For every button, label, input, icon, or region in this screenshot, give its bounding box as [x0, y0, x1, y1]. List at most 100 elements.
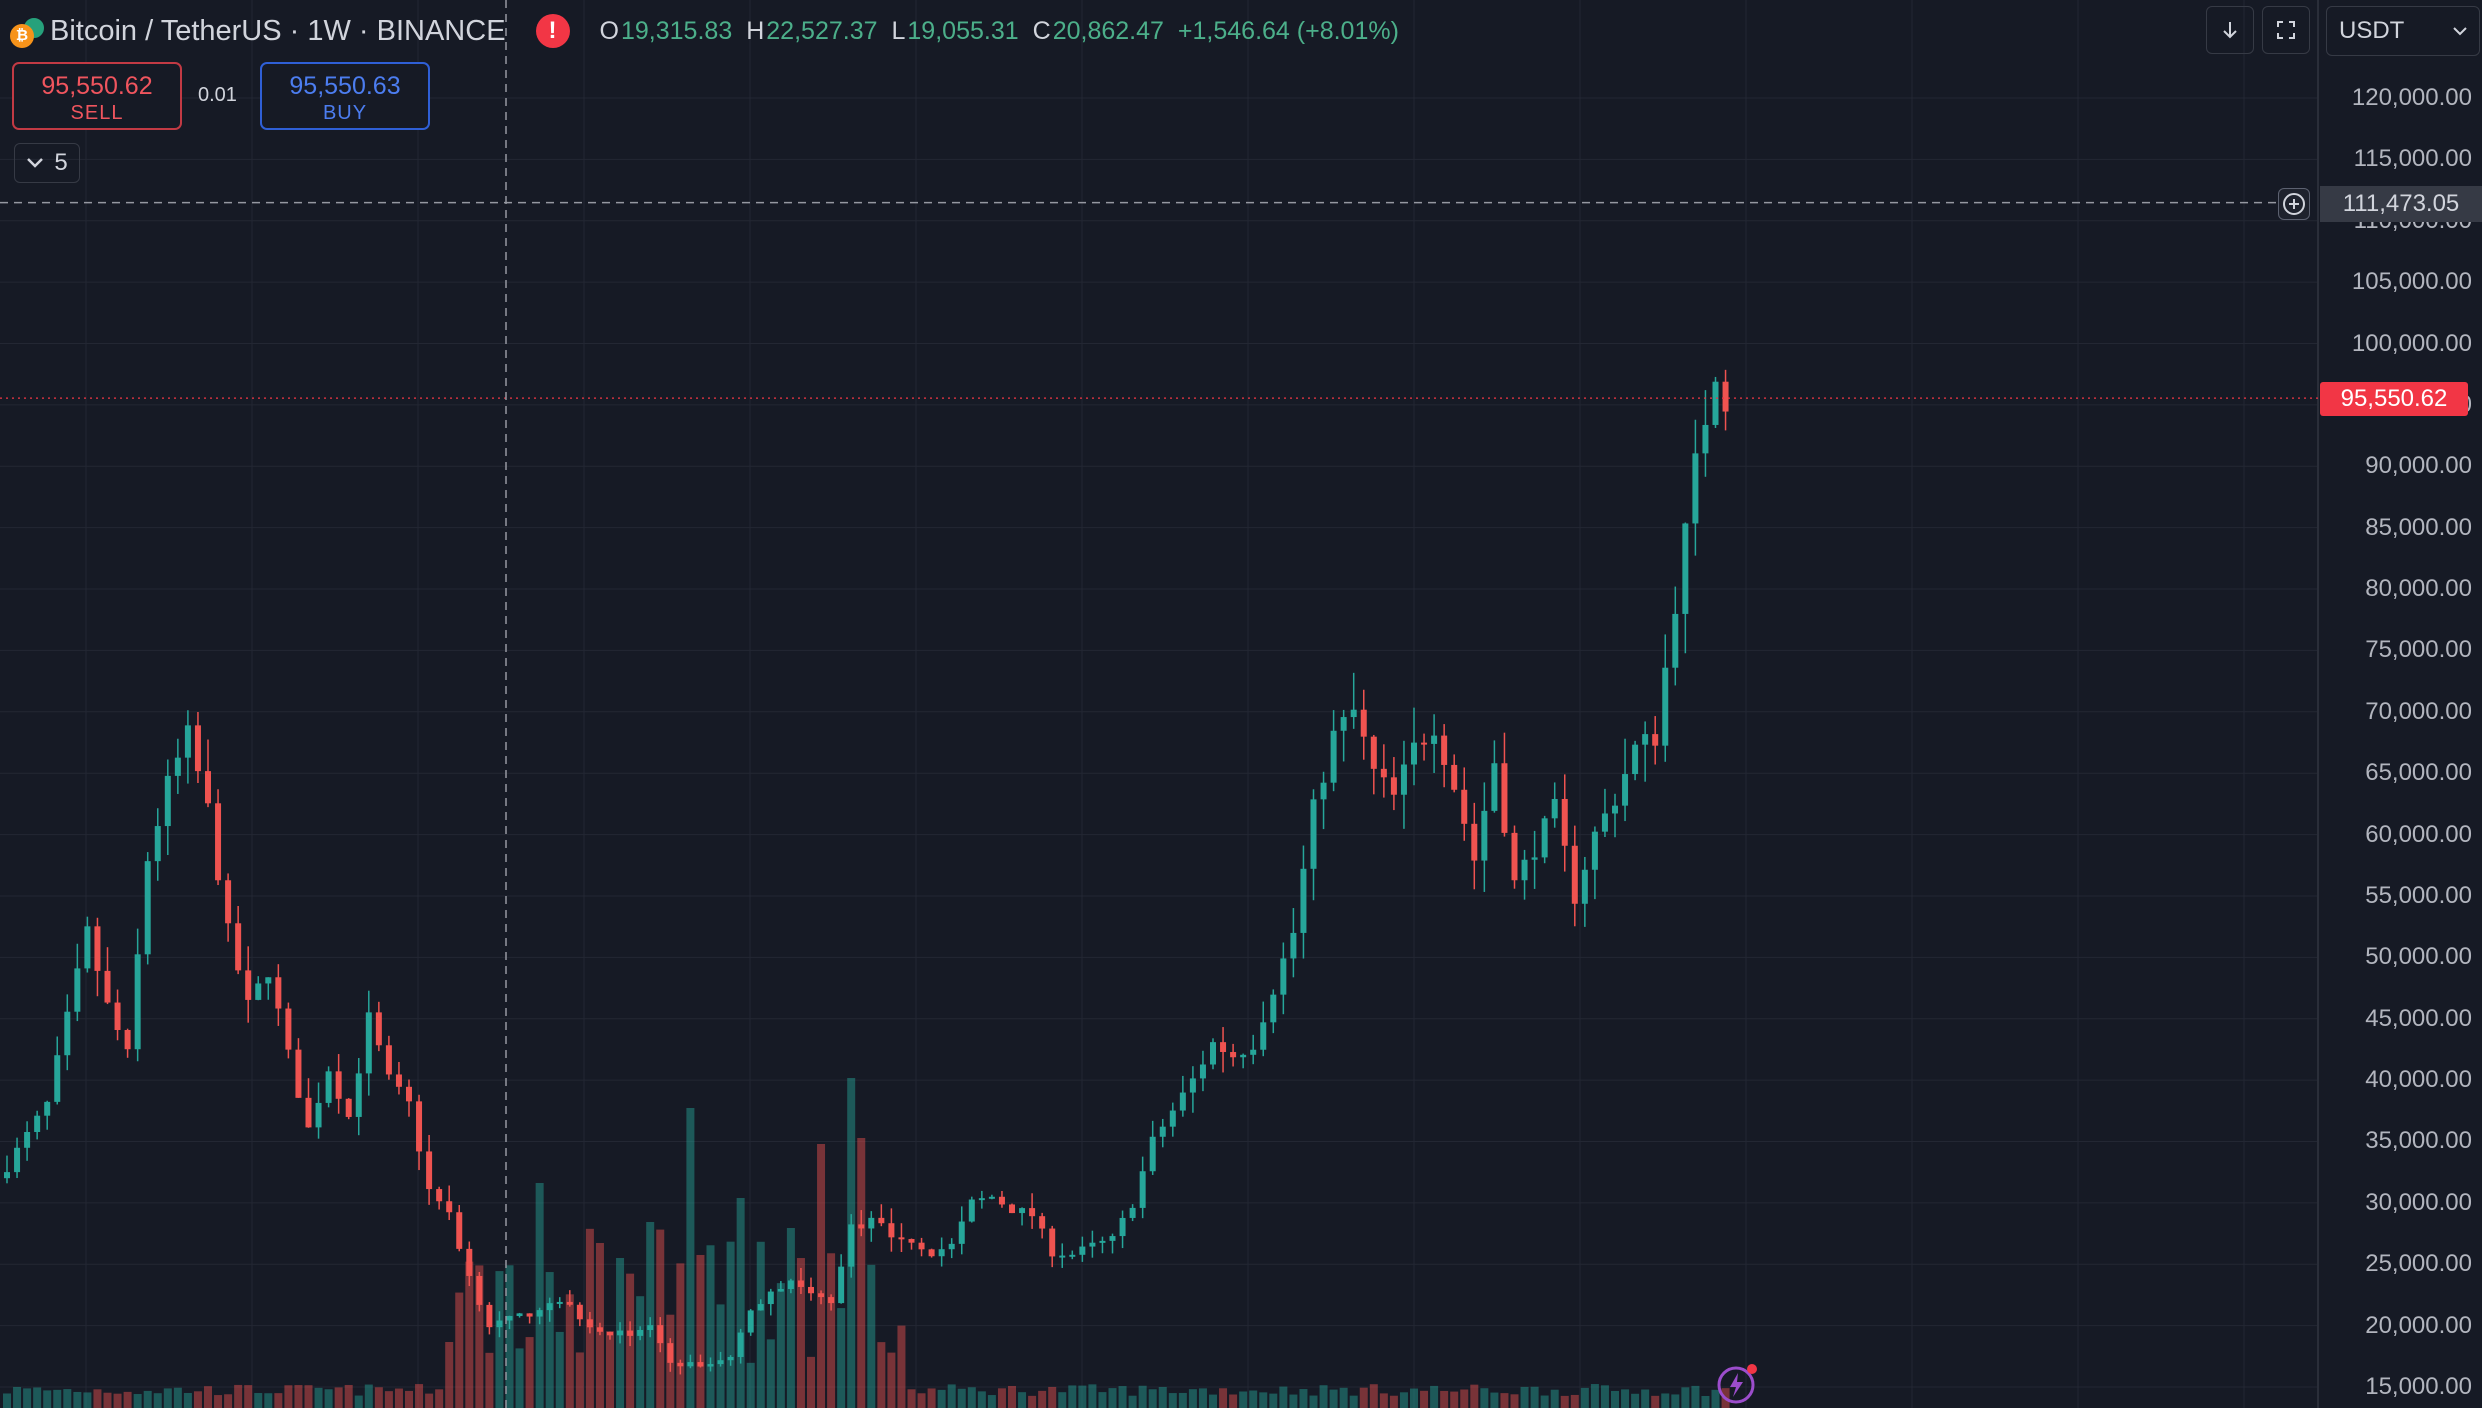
volume-bar — [274, 1393, 283, 1408]
candle-body — [1370, 736, 1377, 769]
candle-body — [1310, 799, 1317, 869]
candle-body — [1350, 709, 1357, 718]
volume-bar — [1068, 1385, 1077, 1408]
volume-bar — [1188, 1389, 1197, 1408]
candle-body — [1260, 1022, 1267, 1050]
candle-body — [1431, 735, 1438, 744]
volume-bar — [33, 1387, 42, 1408]
candle-body — [375, 1012, 382, 1046]
buy-price: 95,550.63 — [289, 72, 401, 100]
candle-body — [607, 1331, 613, 1336]
volume-bar — [1410, 1388, 1418, 1408]
volume-bar — [957, 1388, 966, 1408]
candle-body — [1451, 764, 1458, 790]
candle-body — [1702, 424, 1709, 454]
candle-body — [1712, 381, 1719, 425]
volume-bar — [153, 1393, 162, 1408]
sell-label: SELL — [70, 102, 124, 124]
candle-body — [506, 1316, 513, 1321]
volume-bar — [1028, 1395, 1037, 1408]
volume-bar — [606, 1331, 614, 1408]
volume-bar — [1470, 1384, 1479, 1408]
volume-bar — [1430, 1385, 1439, 1408]
candle-body — [456, 1212, 463, 1249]
volume-bar — [465, 1261, 474, 1408]
lightning-icon[interactable] — [1716, 1361, 1760, 1405]
candle-body — [1601, 813, 1608, 832]
download-button[interactable] — [2206, 6, 2254, 54]
candle-body — [436, 1189, 443, 1202]
candle-body — [1199, 1064, 1206, 1079]
volume-bar — [1631, 1393, 1640, 1408]
download-icon — [2223, 22, 2237, 39]
candle-body — [1240, 1054, 1247, 1058]
volume-bar — [1500, 1393, 1509, 1408]
buy-button[interactable]: 95,550.63 BUY — [260, 62, 430, 130]
candle-body — [325, 1071, 332, 1103]
candle-body — [1411, 742, 1417, 765]
candle-body — [315, 1102, 322, 1128]
open-key: O — [599, 16, 619, 45]
symbol-title[interactable]: Bitcoin / TetherUS · 1W · BINANCE — [50, 14, 506, 47]
candle-body — [245, 970, 252, 1000]
candle-body — [1230, 1052, 1237, 1058]
high-key: H — [746, 16, 765, 45]
open-value: 19,315.83 — [621, 16, 733, 45]
volume-bar — [1329, 1389, 1338, 1408]
volume-bar — [676, 1263, 685, 1408]
sell-button[interactable]: 95,550.62 SELL — [12, 62, 182, 130]
candle-body — [1089, 1242, 1096, 1247]
volume-bar — [405, 1390, 413, 1408]
spread-value: 0.01 — [198, 84, 237, 106]
candle-body — [717, 1360, 724, 1365]
volume-bar — [1038, 1390, 1047, 1408]
add-alert-plus-icon[interactable] — [2278, 188, 2310, 220]
volume-bar — [786, 1228, 795, 1408]
price-axis-label: 85,000.00 — [2365, 513, 2472, 541]
candle-body — [797, 1280, 804, 1287]
volume-bar — [646, 1222, 655, 1408]
candle-body — [1210, 1042, 1216, 1065]
volume-bar — [284, 1385, 293, 1408]
candle-body — [657, 1325, 664, 1344]
currency-select[interactable]: USDT — [2326, 6, 2480, 56]
volume-bar — [1399, 1392, 1408, 1408]
price-axis-label: 40,000.00 — [2365, 1066, 2472, 1094]
candle-body — [1682, 523, 1689, 614]
candle-body — [1662, 667, 1669, 746]
candle-body — [406, 1086, 412, 1102]
candle-body — [777, 1289, 784, 1292]
candle-body — [74, 968, 81, 1012]
indicators-toggle-button[interactable]: 5 — [14, 143, 80, 183]
volume-bar — [997, 1388, 1006, 1408]
price-axis-label: 50,000.00 — [2365, 943, 2472, 971]
candle-body — [345, 1098, 352, 1117]
volume-bar — [344, 1384, 353, 1408]
volume-bar — [1711, 1389, 1720, 1408]
volume-bar — [244, 1385, 253, 1408]
volume-bar — [807, 1356, 815, 1408]
price-axis-label: 15,000.00 — [2365, 1373, 2472, 1400]
price-axis-label: 25,000.00 — [2365, 1250, 2472, 1278]
volume-bar — [977, 1391, 986, 1408]
volume-bar — [1148, 1389, 1157, 1408]
candle-body — [697, 1362, 704, 1367]
volume-bar — [485, 1352, 494, 1408]
fullscreen-button[interactable] — [2262, 6, 2310, 54]
currency-value: USDT — [2339, 17, 2405, 44]
chevron-down-icon — [2453, 27, 2467, 36]
volume-bar — [1681, 1387, 1690, 1408]
volume-bar — [1540, 1395, 1549, 1408]
volume-bar — [63, 1389, 72, 1408]
candle-body — [1521, 859, 1528, 881]
volume-bar — [445, 1342, 454, 1408]
candle-body — [1581, 869, 1588, 904]
candle-body — [1049, 1228, 1056, 1257]
volume-bar — [123, 1391, 132, 1408]
alert-icon[interactable]: ! — [535, 14, 570, 48]
candle-body — [1571, 845, 1578, 904]
candle-body — [1612, 805, 1618, 814]
candle-body — [225, 880, 232, 924]
volume-bar — [495, 1271, 504, 1408]
